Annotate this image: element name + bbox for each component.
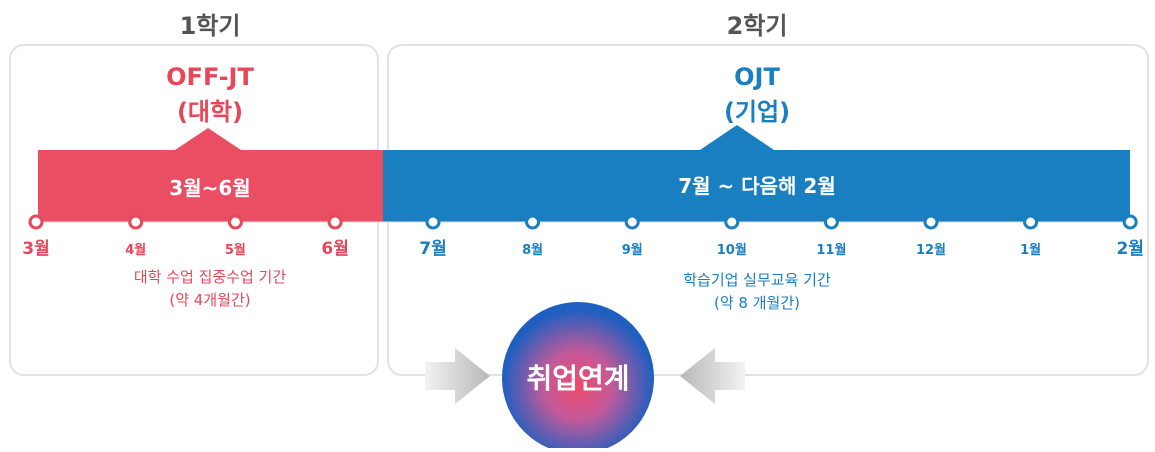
org: (기업) bbox=[724, 98, 790, 126]
description: 대학 수업 집중수업 기간 bbox=[134, 268, 287, 286]
month-label: 1월 bbox=[1020, 242, 1041, 258]
month-label: 8월 bbox=[522, 242, 543, 258]
description: (약 8 개월간) bbox=[714, 294, 800, 312]
month-label: 4월 bbox=[125, 242, 146, 258]
month-dot bbox=[1122, 214, 1138, 230]
semester-title: 2학기 bbox=[727, 12, 788, 40]
month-dot bbox=[823, 214, 839, 230]
month-dot bbox=[28, 214, 44, 230]
month-dot bbox=[624, 214, 640, 230]
month-label: 10월 bbox=[717, 242, 747, 258]
month-label: 11월 bbox=[816, 242, 846, 258]
month-label: 5월 bbox=[225, 242, 246, 258]
period-bar bbox=[383, 125, 1130, 222]
month-dot bbox=[425, 214, 441, 230]
month-dot bbox=[227, 214, 243, 230]
semester-title: 1학기 bbox=[180, 12, 241, 40]
period-label: 7월 ~ 다음해 2월 bbox=[678, 174, 835, 198]
description: (약 4개월간) bbox=[169, 291, 250, 309]
program: OJT bbox=[734, 63, 780, 91]
month-dot bbox=[724, 214, 740, 230]
arrow bbox=[680, 348, 745, 404]
month-label: 2월 bbox=[1116, 239, 1143, 259]
month-label: 7월 bbox=[419, 239, 446, 259]
program: OFF-JT bbox=[166, 63, 254, 91]
description: 학습기업 실무교육 기간 bbox=[683, 271, 831, 289]
month-label: 12월 bbox=[916, 242, 946, 258]
month-label: 9월 bbox=[622, 242, 643, 258]
month-dot bbox=[1023, 214, 1039, 230]
month-dot bbox=[525, 214, 541, 230]
month-dot bbox=[923, 214, 939, 230]
period-bar bbox=[38, 128, 383, 222]
org: (대학) bbox=[177, 98, 243, 126]
arrow bbox=[425, 348, 490, 404]
month-dot bbox=[327, 214, 343, 230]
period-label: 3월~6월 bbox=[169, 176, 250, 200]
month-label: 3월 bbox=[22, 239, 49, 259]
center-label: 취업연계 bbox=[526, 362, 629, 395]
month-dot bbox=[128, 214, 144, 230]
month-label: 6월 bbox=[321, 239, 348, 259]
center-circle bbox=[502, 302, 654, 452]
